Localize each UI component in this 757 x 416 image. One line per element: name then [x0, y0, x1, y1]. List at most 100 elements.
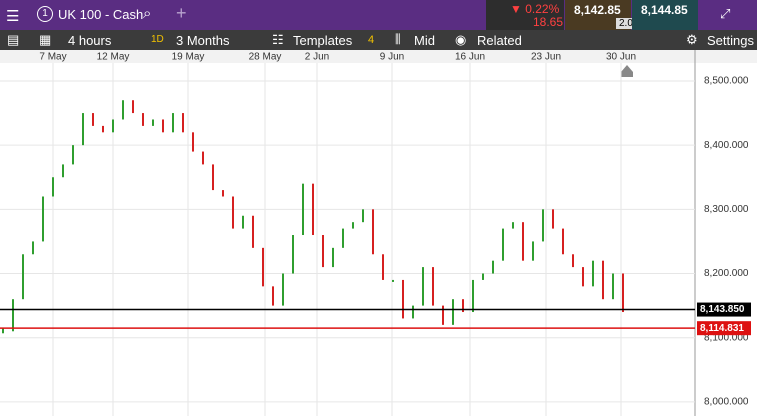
price-bar	[612, 273, 614, 300]
search-icon[interactable]: ⌕	[143, 5, 152, 22]
price-bar	[522, 222, 524, 261]
price-bar	[542, 209, 544, 242]
price-icon[interactable]: ⫼	[395, 32, 401, 46]
chart: 8,000.000 8,100.000 8,200.000 8,300.000 8,40…	[0, 50, 757, 416]
price-bar	[502, 228, 504, 261]
price-bar	[262, 247, 264, 287]
price-bar	[122, 100, 124, 120]
price-bar	[2, 328, 4, 334]
price-bar	[582, 267, 584, 287]
price-bar	[32, 241, 34, 255]
price-bar	[402, 279, 404, 319]
price-bar	[222, 190, 224, 197]
price-bar	[162, 119, 164, 133]
price-bar	[292, 235, 294, 274]
price-bar	[442, 305, 444, 325]
x-tick-label: 12 May	[97, 52, 130, 63]
instrument-number: 1	[37, 6, 53, 22]
price-bar	[412, 305, 414, 319]
price-bar	[182, 113, 184, 133]
price-bar	[142, 113, 144, 126]
y-tick-label: 8,100.000	[704, 332, 749, 343]
expand-icon[interactable]: ⤢	[720, 6, 731, 21]
buy-box[interactable]	[632, 0, 698, 30]
price-label-bg	[697, 302, 751, 317]
price-bar	[562, 228, 564, 255]
sell-price: 8,142.85	[574, 3, 621, 17]
templates[interactable]: Templates	[293, 33, 353, 48]
settings[interactable]: Settings	[707, 33, 754, 48]
x-tick-label: 7 May	[39, 52, 66, 63]
templates-icon[interactable]: ☷	[272, 32, 284, 47]
add-tab[interactable]: +	[176, 3, 187, 23]
change-pct: ▼ 0.22%	[510, 2, 560, 16]
price-bar	[472, 279, 474, 313]
change-box	[486, 0, 564, 30]
price-bar	[552, 209, 554, 229]
price-label: 8,114.831	[700, 323, 744, 334]
price-label: 8,143.850	[700, 304, 745, 315]
grid-icon[interactable]: ▦	[39, 32, 52, 47]
price-bar	[492, 260, 494, 274]
menu-icon[interactable]: ☰	[6, 8, 20, 25]
x-tick-label: 9 Jun	[380, 52, 404, 63]
price-bar	[282, 273, 284, 306]
instrument-name[interactable]: UK 100 - Cash	[58, 7, 144, 22]
price-bar	[82, 113, 84, 146]
y-tick-label: 8,000.000	[704, 397, 749, 408]
price-bar	[72, 145, 74, 165]
price-bar	[382, 254, 384, 280]
x-tick-label: 28 May	[249, 52, 282, 63]
price-bar	[152, 119, 154, 126]
interval[interactable]: 4 hours	[68, 33, 112, 48]
price-bar	[252, 215, 254, 248]
price-bar	[132, 100, 134, 114]
change-pts: 18.65	[533, 15, 564, 29]
price-label-bg	[697, 321, 751, 336]
price-bar	[52, 177, 54, 197]
price-bar	[272, 286, 274, 306]
y-tick-label: 8,500.000	[704, 76, 749, 87]
layout-icon[interactable]: ▤	[7, 32, 20, 47]
related[interactable]: Related	[477, 33, 522, 48]
price-bar	[462, 299, 464, 313]
spread: 2.00	[616, 18, 642, 29]
price-type[interactable]: Mid	[414, 33, 435, 48]
price-bar	[392, 279, 394, 282]
y-tick-label: 8,300.000	[704, 204, 749, 215]
price-bar	[112, 119, 114, 133]
price-bar	[532, 241, 534, 261]
price-bar	[432, 267, 434, 306]
price-bar	[22, 254, 24, 300]
price-bar	[512, 222, 514, 229]
y-tick-label: 8,400.000	[704, 140, 749, 151]
x-tick-label: 23 Jun	[531, 52, 561, 63]
price-bar	[422, 267, 424, 306]
price-bar	[172, 113, 174, 133]
price-bar	[592, 260, 594, 287]
price-bar	[622, 273, 624, 313]
x-tick-label: 30 Jun	[606, 52, 636, 63]
date-axis-bg	[0, 50, 757, 63]
price-bar	[322, 235, 324, 268]
price-bar	[92, 113, 94, 126]
range[interactable]: 3 Months	[176, 33, 230, 48]
buy-price: 8,144.85	[641, 3, 688, 17]
settings-icon[interactable]: ⚙	[686, 32, 698, 47]
current-marker	[621, 65, 633, 77]
price-bar	[62, 164, 64, 178]
price-bar	[352, 222, 354, 229]
price-bar	[372, 209, 374, 255]
price-bar	[102, 125, 104, 133]
price-bar	[312, 183, 314, 236]
price-bar	[42, 196, 44, 242]
y-tick-label: 8,200.000	[704, 268, 749, 279]
templates-count: 4	[368, 34, 375, 46]
price-bar	[602, 260, 604, 300]
related-icon[interactable]: ◉	[455, 32, 467, 47]
range-badge: 1D	[151, 34, 164, 45]
price-bar	[482, 273, 484, 280]
price-bar	[572, 254, 574, 268]
x-tick-label: 19 May	[172, 52, 205, 63]
